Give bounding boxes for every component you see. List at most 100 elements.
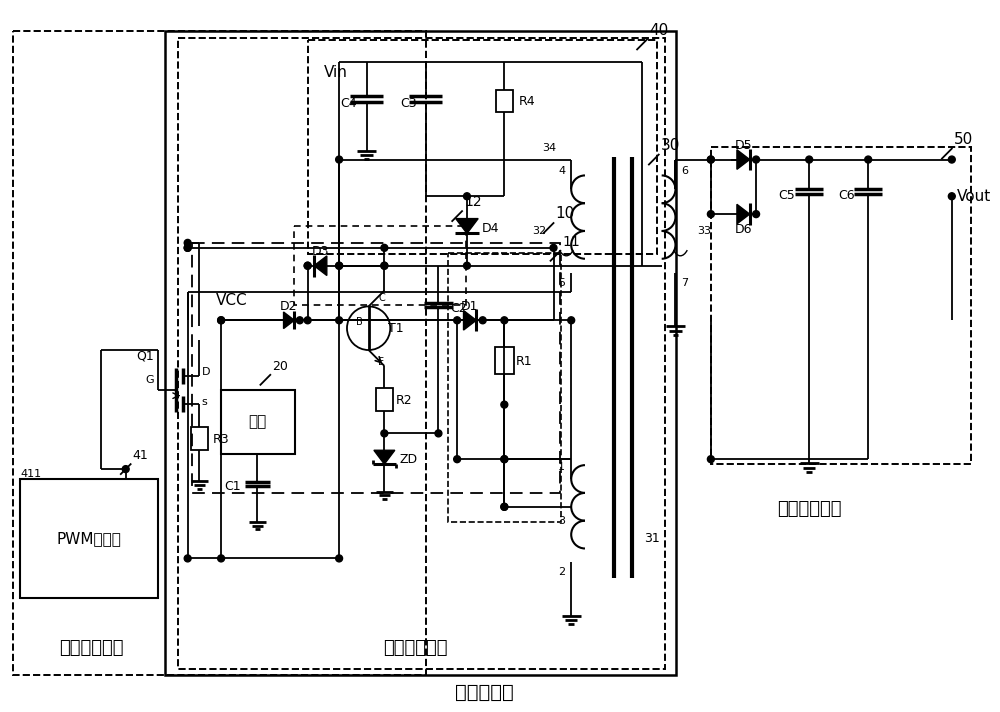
Text: D6: D6 [735, 224, 752, 236]
Circle shape [806, 156, 813, 163]
Text: R1: R1 [516, 355, 533, 368]
Text: 20: 20 [272, 360, 288, 373]
Circle shape [464, 193, 470, 200]
Text: 辅助绕组电路: 辅助绕组电路 [384, 639, 448, 656]
Text: 6: 6 [681, 167, 688, 177]
Bar [308, 41, 657, 253]
Bar [448, 253, 561, 522]
Bar [13, 31, 426, 676]
Text: R4: R4 [519, 95, 536, 108]
Polygon shape [456, 219, 478, 234]
Text: 34: 34 [542, 142, 556, 152]
Circle shape [707, 211, 714, 218]
Text: 7: 7 [681, 278, 688, 288]
Polygon shape [314, 256, 327, 276]
Text: 芯片: 芯片 [248, 414, 267, 429]
Text: D3: D3 [312, 246, 329, 258]
Text: ZD: ZD [399, 453, 417, 466]
Polygon shape [464, 310, 476, 330]
Circle shape [454, 456, 461, 463]
Text: 40: 40 [649, 23, 668, 38]
Circle shape [184, 555, 191, 562]
Circle shape [304, 262, 311, 269]
Text: D1: D1 [461, 300, 479, 313]
Circle shape [501, 401, 508, 408]
Circle shape [304, 262, 311, 269]
Circle shape [501, 317, 508, 324]
Text: 2: 2 [558, 567, 565, 577]
Circle shape [184, 239, 191, 246]
Circle shape [501, 456, 508, 463]
Bar [221, 389, 295, 454]
Circle shape [948, 193, 955, 200]
Bar [191, 427, 208, 450]
Circle shape [550, 244, 557, 251]
Text: C1: C1 [224, 481, 241, 493]
Circle shape [184, 244, 191, 251]
Circle shape [336, 156, 343, 163]
Text: R3: R3 [212, 433, 229, 446]
Circle shape [865, 156, 872, 163]
Text: B: B [356, 318, 363, 328]
Text: 411: 411 [20, 469, 42, 479]
Bar [294, 226, 466, 305]
Bar [192, 243, 560, 493]
Polygon shape [737, 150, 750, 169]
Circle shape [381, 262, 388, 269]
Circle shape [218, 555, 225, 562]
Text: 1: 1 [558, 462, 565, 472]
Text: 10: 10 [555, 206, 575, 221]
Circle shape [381, 262, 388, 269]
Text: PWM控制器: PWM控制器 [57, 531, 122, 546]
Text: D4: D4 [482, 222, 499, 236]
Circle shape [304, 317, 311, 324]
Bar [20, 479, 158, 598]
Text: C: C [378, 293, 385, 303]
Text: 33: 33 [697, 226, 711, 236]
Text: C5: C5 [779, 189, 795, 201]
Text: 32: 32 [532, 226, 547, 236]
Text: D2: D2 [280, 300, 298, 313]
Circle shape [707, 156, 714, 163]
Bar [178, 38, 665, 669]
Circle shape [707, 156, 714, 163]
Circle shape [753, 156, 760, 163]
Bar [495, 347, 514, 374]
Circle shape [381, 244, 388, 251]
Circle shape [218, 317, 225, 324]
Text: R2: R2 [396, 394, 413, 407]
Text: 30: 30 [661, 137, 680, 152]
Circle shape [948, 156, 955, 163]
Circle shape [296, 317, 303, 324]
Circle shape [336, 555, 343, 562]
Text: C2: C2 [450, 302, 467, 315]
Circle shape [336, 262, 343, 269]
Text: VCC: VCC [216, 293, 248, 308]
Circle shape [218, 317, 225, 324]
Text: C4: C4 [341, 98, 357, 110]
Circle shape [501, 503, 508, 511]
Circle shape [707, 456, 714, 463]
Text: D5: D5 [734, 139, 752, 152]
Text: s: s [201, 397, 207, 407]
Text: 初级绕组电路: 初级绕组电路 [59, 639, 124, 656]
Circle shape [464, 262, 470, 269]
Polygon shape [737, 204, 750, 224]
Text: 次级绕组电路: 次级绕组电路 [777, 500, 841, 518]
Circle shape [479, 317, 486, 324]
Text: Vin: Vin [323, 65, 347, 80]
Circle shape [336, 317, 343, 324]
Text: T1: T1 [388, 322, 404, 335]
Circle shape [336, 262, 343, 269]
Text: 5: 5 [558, 278, 565, 288]
Circle shape [122, 466, 129, 473]
Text: C3: C3 [401, 98, 417, 110]
Text: 12: 12 [464, 195, 482, 209]
Text: D: D [201, 367, 210, 377]
Text: 41: 41 [133, 449, 148, 462]
Text: C6: C6 [838, 189, 854, 201]
Text: Vout: Vout [957, 189, 991, 204]
Polygon shape [374, 450, 395, 464]
Bar [711, 147, 971, 464]
Bar [165, 31, 676, 676]
